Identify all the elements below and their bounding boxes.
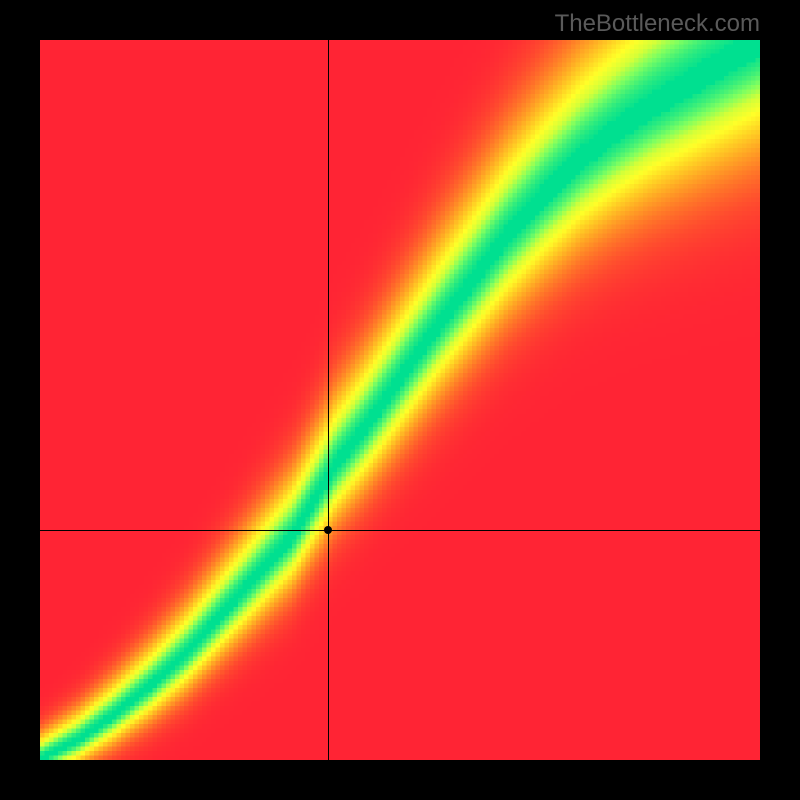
heatmap-canvas xyxy=(40,40,760,760)
crosshair-vertical xyxy=(328,40,329,760)
crosshair-horizontal xyxy=(40,530,760,531)
crosshair-point xyxy=(324,526,332,534)
plot-area xyxy=(40,40,760,760)
watermark-text: TheBottleneck.com xyxy=(555,10,760,38)
chart-container: TheBottleneck.com xyxy=(0,0,800,800)
